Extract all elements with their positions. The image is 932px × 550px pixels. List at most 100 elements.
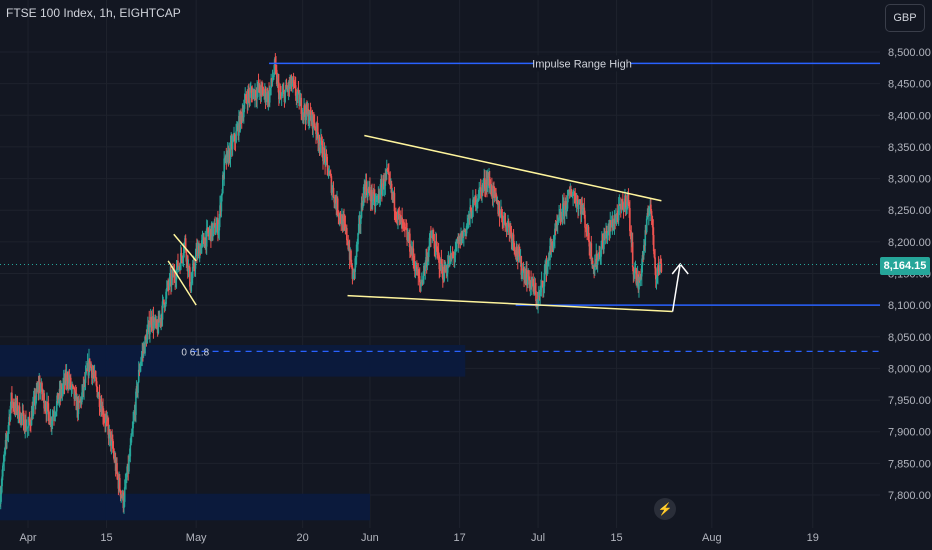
candle-body: [235, 131, 237, 143]
candle-body: [0, 494, 2, 504]
candle-body: [482, 184, 485, 188]
candle-body: [130, 436, 132, 446]
candle-body: [323, 148, 326, 155]
lower-wedge-line[interactable]: [347, 294, 673, 313]
candle-body: [534, 285, 537, 291]
y-tick-label: 7,850.00: [888, 458, 931, 470]
candle-body: [535, 290, 537, 302]
candle-body: [116, 463, 118, 474]
y-tick-label: 8,350.00: [888, 142, 931, 154]
candle-body: [39, 381, 41, 392]
candle-body: [247, 90, 249, 105]
candle-body: [629, 208, 631, 232]
candle-body: [465, 225, 468, 234]
candle-body: [343, 221, 346, 224]
candle-body: [469, 207, 471, 219]
y-tick-label: 8,400.00: [888, 110, 931, 122]
candle-body: [346, 228, 348, 241]
candle-body: [440, 259, 443, 271]
candle-body: [361, 202, 364, 208]
candle-body: [566, 208, 568, 210]
candle-body: [179, 253, 182, 270]
candle-body: [245, 94, 247, 99]
candle-body: [123, 501, 125, 509]
candle-body: [214, 223, 216, 235]
candle-body: [264, 88, 267, 101]
flag-lower-line[interactable]: [167, 260, 197, 306]
candle-body: [95, 381, 98, 388]
candle-body: [398, 214, 401, 216]
candle-body: [25, 428, 28, 430]
candle-body: [374, 194, 376, 206]
up-arrow-head[interactable]: [671, 262, 689, 275]
candle-body: [300, 97, 303, 114]
candle-body: [355, 244, 358, 258]
candle-body: [263, 93, 265, 96]
upper-wedge-line[interactable]: [364, 134, 662, 202]
candle-body: [294, 83, 296, 86]
candle-body: [81, 392, 83, 403]
candle-body: [122, 492, 125, 509]
candle-body: [577, 203, 580, 210]
candle-body: [402, 222, 405, 224]
candle-body: [453, 255, 456, 259]
candle-body: [622, 201, 624, 208]
candle-body: [180, 253, 183, 257]
lightning-icon[interactable]: ⚡: [654, 498, 676, 520]
candle-body: [406, 229, 408, 241]
candle-body: [491, 185, 493, 196]
candle-body: [163, 299, 165, 304]
candle-body: [181, 256, 183, 260]
candle-body: [522, 268, 525, 270]
candle-body: [628, 204, 630, 209]
x-axis[interactable]: Apr 15 May 20 Jun 17 Jul 15 Aug 19: [0, 528, 932, 550]
candle-body: [521, 272, 523, 275]
candle-body: [17, 414, 20, 416]
flag-upper-line[interactable]: [173, 233, 197, 262]
candle-body: [54, 414, 57, 416]
candle-body: [215, 226, 218, 233]
candle-body: [631, 242, 634, 268]
candle-body: [83, 380, 85, 391]
candle-body: [362, 186, 365, 206]
candle-body: [509, 227, 512, 232]
candle-body: [513, 243, 516, 251]
candle-body: [111, 437, 113, 440]
candle-body: [131, 428, 134, 434]
candle-body: [271, 79, 274, 83]
candle-body: [25, 419, 27, 430]
candle-body: [261, 85, 263, 87]
candle-body: [660, 263, 663, 272]
candle-body: [552, 242, 555, 251]
candle-body: [322, 148, 325, 162]
candle-body: [493, 186, 495, 189]
candle-body: [200, 240, 203, 246]
candle-body: [261, 86, 264, 90]
x-tick-label: 17: [453, 532, 465, 544]
up-arrow-shaft[interactable]: [671, 263, 681, 312]
candle-body: [182, 252, 185, 259]
candle-body: [383, 185, 386, 189]
candle-body: [360, 217, 362, 224]
candle-body: [44, 407, 47, 410]
candle-body: [223, 158, 226, 180]
candle-body: [492, 186, 495, 199]
candle-body: [212, 227, 214, 237]
x-tick-label: Apr: [19, 532, 36, 544]
currency-button[interactable]: GBP: [885, 4, 925, 32]
candle-body: [346, 240, 349, 243]
candle-body: [645, 218, 648, 233]
candle-body: [646, 213, 649, 219]
candle-body: [518, 249, 520, 254]
candle-body: [128, 459, 130, 472]
candle-body: [540, 286, 542, 291]
candle-body: [633, 268, 636, 274]
candle-body: [543, 272, 546, 287]
candle-body: [607, 225, 609, 234]
drawings[interactable]: Impulse Range High 0 61.8: [167, 55, 880, 358]
candle-body: [512, 234, 515, 244]
candle-body: [498, 209, 501, 218]
candle-body: [585, 227, 588, 233]
